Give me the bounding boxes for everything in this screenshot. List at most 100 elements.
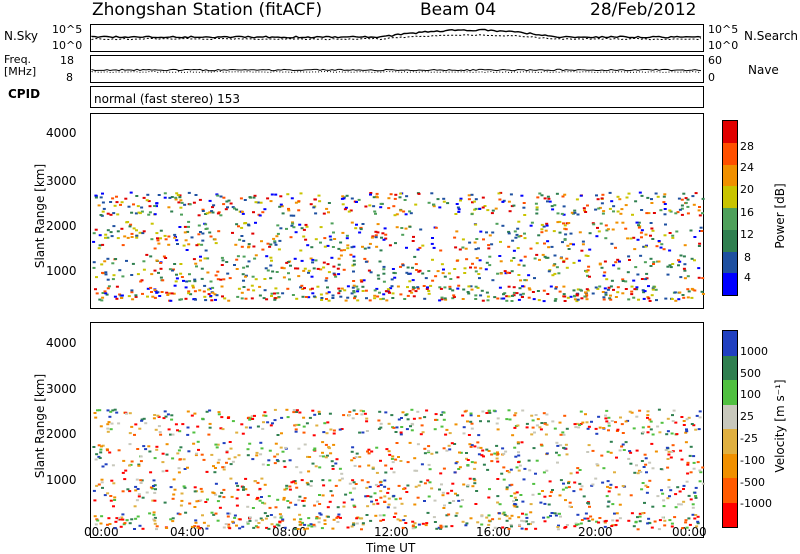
velocity-cell (543, 412, 546, 414)
velocity-cell (293, 519, 296, 521)
velocity-cell (648, 462, 651, 464)
power-cell (530, 248, 533, 250)
power-cell (283, 267, 286, 269)
power-cell (582, 241, 585, 243)
velocity-cell (154, 488, 157, 490)
velocity-cell (443, 468, 446, 470)
power-cell (604, 287, 607, 289)
velocity-cell (237, 489, 240, 491)
plot-overlay (0, 0, 800, 554)
velocity-cell (451, 442, 454, 444)
velocity-cell (401, 503, 404, 505)
power-cell (179, 199, 182, 201)
velocity-cell (261, 502, 264, 504)
velocity-cell (471, 444, 474, 446)
power-cell (126, 221, 129, 223)
power-cell (362, 223, 365, 225)
power-cell (700, 227, 703, 229)
power-cell (221, 286, 224, 288)
power-cell (546, 225, 549, 227)
power-cell (563, 205, 566, 207)
power-cell (243, 256, 246, 258)
power-cell (456, 203, 459, 205)
power-cell (194, 290, 197, 292)
velocity-cell (615, 486, 618, 488)
velocity-cell (316, 501, 319, 503)
power-cell (270, 260, 273, 262)
velocity-cell (273, 456, 276, 458)
velocity-cell (264, 512, 267, 514)
power-cell (339, 296, 342, 298)
velocity-cell (122, 472, 125, 474)
velocity-cell (289, 489, 292, 491)
velocity-cell (276, 499, 279, 501)
velocity-cell (487, 524, 490, 526)
power-cell (417, 249, 420, 251)
velocity-cell (525, 514, 528, 516)
velocity-cell (566, 524, 569, 526)
power-cell (652, 261, 655, 263)
velocity-cell (562, 483, 565, 485)
power-cell (680, 255, 683, 257)
velocity-cell (504, 514, 507, 516)
velocity-cell (509, 419, 512, 421)
power-cell (345, 300, 348, 302)
power-cell (328, 202, 331, 204)
velocity-cell (394, 459, 397, 461)
velocity-cell (112, 505, 115, 507)
velocity-cell (435, 413, 438, 415)
power-cell (137, 273, 140, 275)
velocity-cell (299, 518, 302, 520)
power-cell (486, 292, 489, 294)
power-cell (212, 212, 215, 214)
velocity-cell (106, 428, 109, 430)
power-cell (243, 286, 246, 288)
velocity-cell (353, 487, 356, 489)
power-cell (365, 290, 368, 292)
velocity-cell (679, 450, 682, 452)
power-cell (690, 297, 693, 299)
power-cell (173, 263, 176, 265)
velocity-cell (702, 483, 705, 485)
power-cell (681, 205, 684, 207)
power-cell (135, 195, 138, 197)
power-cell (500, 273, 503, 275)
power-cell (205, 250, 208, 252)
power-cell (114, 296, 117, 298)
power-cell (165, 292, 168, 294)
power-cell (599, 263, 602, 265)
power-cell (431, 280, 434, 282)
power-cell (214, 238, 217, 240)
power-cell (479, 259, 482, 261)
power-cell (651, 294, 654, 296)
velocity-cell (441, 426, 444, 428)
power-cell (702, 293, 705, 295)
power-cell (343, 289, 346, 291)
velocity-cell (523, 520, 526, 522)
power-cell (352, 287, 355, 289)
velocity-cell (592, 450, 595, 452)
velocity-cell (411, 521, 414, 523)
power-cell (548, 270, 551, 272)
power-cell (251, 297, 254, 299)
power-cell (106, 258, 109, 260)
velocity-cell (638, 410, 641, 412)
velocity-cell (367, 465, 370, 467)
velocity-cell (699, 416, 702, 418)
velocity-cell (605, 410, 608, 412)
power-cell (113, 274, 116, 276)
velocity-cell (688, 495, 691, 497)
power-cell (651, 238, 654, 240)
velocity-cell (672, 444, 675, 446)
power-cell (425, 277, 428, 279)
power-cell (523, 233, 526, 235)
power-cell (297, 275, 300, 277)
power-cell (333, 238, 336, 240)
velocity-cell (218, 411, 221, 413)
power-cell (544, 197, 547, 199)
power-cell (166, 294, 169, 296)
power-cell (652, 286, 655, 288)
power-cell (150, 273, 153, 275)
velocity-cell (698, 470, 701, 472)
velocity-cell (450, 525, 453, 527)
